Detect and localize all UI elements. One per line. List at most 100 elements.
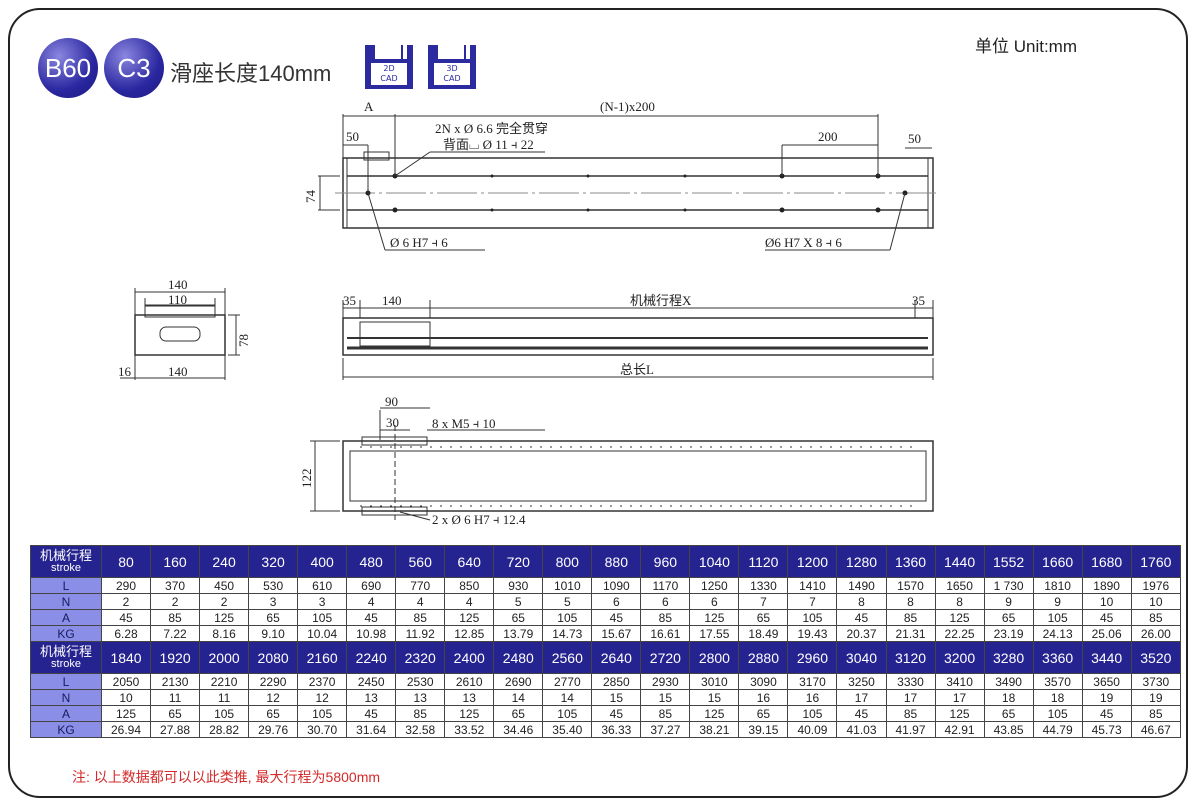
value-cell: 12 — [248, 689, 299, 706]
value-cell: 6 — [689, 593, 740, 610]
value-cell: 12.85 — [444, 625, 495, 642]
value-cell: 45 — [1081, 705, 1132, 722]
value-cell: 85 — [150, 609, 201, 626]
value-cell: 85 — [885, 609, 936, 626]
dim-end-110: 110 — [168, 292, 187, 307]
stroke-cell: 2800 — [689, 641, 740, 674]
value-cell: 3170 — [787, 673, 838, 690]
stroke-cell: 1120 — [738, 545, 789, 578]
value-cell: 11 — [150, 689, 201, 706]
stroke-cell: 2640 — [591, 641, 642, 674]
value-cell: 2690 — [493, 673, 544, 690]
top-view — [318, 114, 940, 251]
stroke-label: 机械行程 stroke — [30, 545, 102, 578]
value-cell: 105 — [542, 609, 593, 626]
cad-3d-icon[interactable]: 3D CAD — [428, 45, 476, 89]
value-cell: 2 — [150, 593, 201, 610]
value-cell: 45 — [591, 705, 642, 722]
cad-2d-icon[interactable]: 2D CAD — [365, 45, 413, 89]
value-cell: 13 — [444, 689, 495, 706]
value-cell: 18 — [1032, 689, 1083, 706]
dim-200: 200 — [818, 129, 838, 144]
value-cell: 65 — [983, 705, 1034, 722]
table-row-l: L 2050 2130 2210 2290 2370 2450 2530 2610 2690 277… — [30, 673, 1182, 690]
value-cell: 8 — [836, 593, 887, 610]
value-cell: 1330 — [738, 577, 789, 594]
table-row-l: L 290 370 450 530 610 690 770 850 930 1010 1090 1170… — [30, 577, 1182, 594]
stroke-cell: 1920 — [150, 641, 201, 674]
value-cell: 1170 — [640, 577, 691, 594]
table-row-a: A 45 85 125 65 105 45 85 125 65 105 45 85 125 65 105 45 8… — [30, 609, 1182, 626]
value-cell: 2290 — [248, 673, 299, 690]
value-cell: 25.06 — [1081, 625, 1132, 642]
value-cell: 6 — [591, 593, 642, 610]
stroke-cell: 1440 — [934, 545, 985, 578]
value-cell: 14 — [542, 689, 593, 706]
value-cell: 105 — [199, 705, 250, 722]
value-cell: 12 — [297, 689, 348, 706]
value-cell: 8 — [885, 593, 936, 610]
value-cell: 34.46 — [493, 721, 544, 738]
model-badge: B60 — [38, 38, 98, 98]
value-cell: 1976 — [1130, 577, 1182, 594]
stroke-cell: 2160 — [297, 641, 348, 674]
value-cell: 16 — [738, 689, 789, 706]
value-cell: 105 — [297, 705, 348, 722]
dim-end-140-bottom: 140 — [168, 364, 188, 379]
value-cell: 10.04 — [297, 625, 348, 642]
value-cell: 40.09 — [787, 721, 838, 738]
value-cell: 31.64 — [346, 721, 397, 738]
value-cell: 8 — [934, 593, 985, 610]
value-cell: 36.33 — [591, 721, 642, 738]
stroke-cell: 560 — [395, 545, 446, 578]
stroke-label: 机械行程 stroke — [30, 641, 102, 674]
dim-side-right-35: 35 — [912, 293, 925, 308]
value-cell: 19 — [1130, 689, 1182, 706]
value-cell: 37.27 — [640, 721, 691, 738]
value-cell: 7 — [738, 593, 789, 610]
value-cell: 125 — [934, 609, 985, 626]
dim-74: 74 — [303, 190, 318, 204]
stroke-label-en: stroke — [51, 657, 81, 670]
value-cell: 105 — [1032, 609, 1083, 626]
value-cell: 35.40 — [542, 721, 593, 738]
value-cell: 2610 — [444, 673, 495, 690]
value-cell: 16.61 — [640, 625, 691, 642]
value-cell: 29.76 — [248, 721, 299, 738]
value-cell: 1810 — [1032, 577, 1083, 594]
value-cell: 2130 — [150, 673, 201, 690]
value-cell: 13.79 — [493, 625, 544, 642]
value-cell: 10 — [100, 689, 152, 706]
stroke-cell: 1760 — [1130, 545, 1182, 578]
value-cell: 850 — [444, 577, 495, 594]
value-cell: 2210 — [199, 673, 250, 690]
stroke-cell: 2560 — [542, 641, 593, 674]
value-cell: 10 — [1081, 593, 1132, 610]
stroke-cell: 3040 — [836, 641, 887, 674]
value-cell: 14 — [493, 689, 544, 706]
value-cell: 5 — [493, 593, 544, 610]
value-cell: 370 — [150, 577, 201, 594]
value-cell: 39.15 — [738, 721, 789, 738]
value-cell: 1410 — [787, 577, 838, 594]
value-cell: 45 — [346, 609, 397, 626]
value-cell: 20.37 — [836, 625, 887, 642]
technical-drawing: A (N-1)x200 50 50 200 74 2N x Ø 6.6 完全贯穿… — [118, 99, 940, 527]
bottom-view — [310, 407, 934, 521]
value-cell: 22.25 — [934, 625, 985, 642]
dim-total-length: 总长L — [620, 362, 654, 377]
value-cell: 125 — [934, 705, 985, 722]
stroke-cell: 1200 — [787, 545, 838, 578]
value-cell: 45 — [346, 705, 397, 722]
value-cell: 41.97 — [885, 721, 936, 738]
stroke-cell: 2720 — [640, 641, 691, 674]
row-label: N — [30, 593, 102, 610]
dim-bottom-30: 30 — [386, 415, 399, 430]
value-cell: 3 — [297, 593, 348, 610]
table-row-kg: KG 6.28 7.22 8.16 9.10 10.04 10.98 11.92 12.85 13… — [30, 625, 1182, 642]
value-cell: 1650 — [934, 577, 985, 594]
row-label: L — [30, 673, 102, 690]
stroke-cell: 1040 — [689, 545, 740, 578]
stroke-cell: 80 — [100, 545, 152, 578]
cad-3d-label: 3D — [446, 64, 458, 73]
